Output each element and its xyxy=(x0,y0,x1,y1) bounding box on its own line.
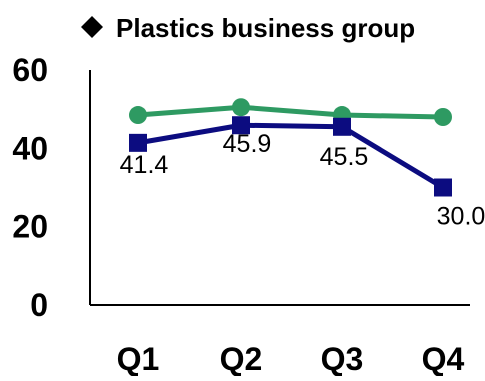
axes xyxy=(89,70,470,306)
x-tick-label: Q3 xyxy=(321,341,364,376)
x-tick-label: Q4 xyxy=(422,341,465,376)
series-layer xyxy=(129,98,452,197)
chart-title-group: Plastics business group xyxy=(81,13,415,43)
y-tick-label: 0 xyxy=(30,287,48,323)
series-2-line xyxy=(137,122,445,190)
y-tick-label: 40 xyxy=(12,130,48,166)
data-label: 30.0 xyxy=(437,203,485,231)
series-1-point xyxy=(434,108,452,126)
data-label: 45.5 xyxy=(320,143,369,171)
x-tick-label: Q2 xyxy=(220,341,263,376)
y-tick-label: 20 xyxy=(12,209,48,245)
data-labels: 41.4 45.9 45.5 30.0 xyxy=(120,130,485,230)
series-1-point xyxy=(129,106,147,125)
data-label: 45.9 xyxy=(223,130,272,158)
series-2-point xyxy=(434,178,452,197)
series-2-point xyxy=(129,133,147,152)
series-1-line xyxy=(137,104,444,120)
series-1-point xyxy=(232,98,250,117)
x-tick-label: Q1 xyxy=(117,341,160,376)
series-2-point xyxy=(333,117,351,136)
chart-title: Plastics business group xyxy=(116,13,415,43)
y-tick-label: 60 xyxy=(12,52,48,88)
series-2-point xyxy=(232,116,250,135)
y-tick-labels: 0 20 40 60 xyxy=(12,52,48,323)
diamond-icon xyxy=(81,16,103,38)
data-label: 41.4 xyxy=(120,151,169,179)
x-tick-labels: Q1 Q2 Q3 Q4 xyxy=(117,341,465,377)
